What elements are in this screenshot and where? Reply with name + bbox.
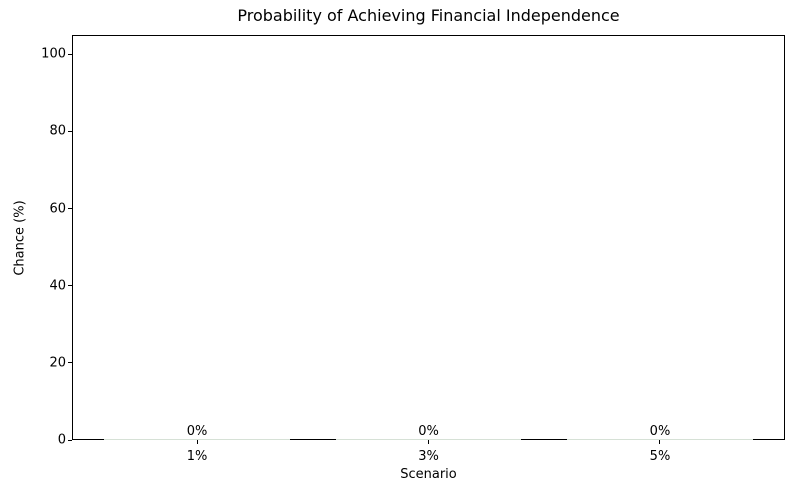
x-tick-mark xyxy=(428,440,429,444)
x-tick-label: 5% xyxy=(649,449,671,464)
y-axis-label: Chance (%) xyxy=(12,200,28,276)
y-tick-label: 80 xyxy=(49,123,66,139)
x-tick-mark xyxy=(196,440,198,444)
x-tick-label: 3% xyxy=(418,449,439,464)
y-tick-label: 60 xyxy=(49,201,66,217)
plot-area xyxy=(72,35,785,440)
x-tick-mark xyxy=(659,440,661,444)
y-tick-label: 0 xyxy=(57,432,66,448)
y-tick-label: 100 xyxy=(41,46,66,62)
x-axis-label: Scenario xyxy=(400,467,457,482)
y-tick-label: 20 xyxy=(49,355,66,371)
chart-title: Probability of Achieving Financial Indep… xyxy=(237,6,620,25)
x-tick-label: 1% xyxy=(186,449,208,464)
y-tick-label: 40 xyxy=(49,278,66,294)
